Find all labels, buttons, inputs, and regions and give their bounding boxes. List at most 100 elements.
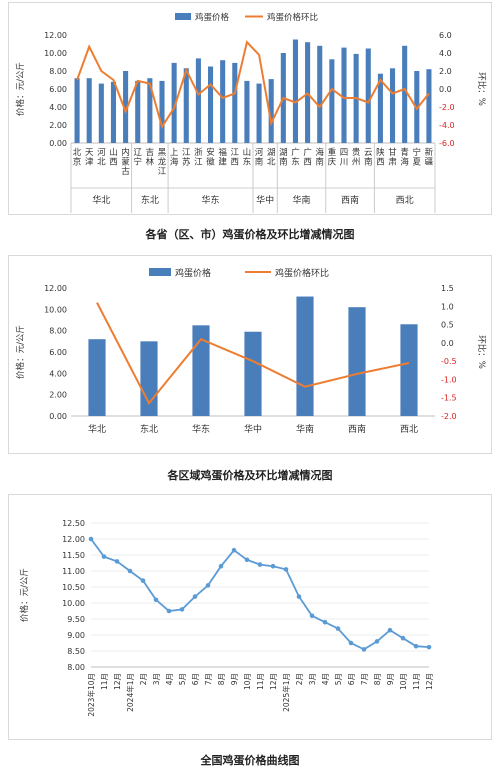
y-axis-title: 价格：元/公斤 bbox=[15, 62, 26, 116]
bar-新疆 bbox=[426, 69, 432, 143]
x-tick-label: 2023年10月 bbox=[86, 673, 96, 717]
bar-浙江 bbox=[195, 58, 201, 143]
x-tick-label: 12月 bbox=[113, 673, 122, 690]
province-chart-caption: 各省（区、市）鸡蛋价格及环比增减情况图 bbox=[145, 228, 355, 241]
price-point bbox=[335, 626, 341, 631]
x-tick-label: 11月 bbox=[100, 673, 109, 690]
bar-天津 bbox=[86, 78, 92, 143]
bar-华北 bbox=[88, 339, 106, 416]
category-label: 广东 bbox=[291, 147, 300, 168]
price-point bbox=[88, 536, 94, 542]
price-point bbox=[218, 563, 224, 569]
category-label: 福建 bbox=[218, 147, 227, 168]
x-tick-label: 3月 bbox=[308, 673, 317, 685]
category-label: 陕西 bbox=[376, 147, 385, 168]
x-tick-label: 6月 bbox=[347, 673, 356, 685]
bar-安徽 bbox=[207, 66, 214, 143]
x-tick-label: 7月 bbox=[360, 673, 369, 685]
y-tick-label: 9.50 bbox=[67, 615, 85, 624]
group-label: 华东 bbox=[202, 194, 220, 206]
y-tick-label: 2.00 bbox=[49, 391, 67, 400]
price-point bbox=[205, 583, 211, 588]
category-label: 四川 bbox=[340, 148, 349, 168]
bar-上海 bbox=[171, 62, 177, 143]
category-label: 重庆 bbox=[328, 147, 337, 168]
y2-tick-label: 1.0 bbox=[441, 302, 454, 311]
price-point bbox=[101, 554, 107, 559]
x-tick-label: 2月 bbox=[139, 673, 148, 685]
category-label: 山东 bbox=[243, 147, 252, 168]
bar-云南 bbox=[365, 48, 371, 143]
price-point bbox=[153, 597, 159, 603]
category-label: 华东 bbox=[192, 423, 210, 435]
price-point bbox=[400, 635, 406, 641]
y2-axis-title: 环比：% bbox=[476, 72, 487, 106]
y-tick-label: 8.00 bbox=[67, 663, 85, 672]
y-tick-label: 6.00 bbox=[49, 85, 67, 94]
bar-吉林 bbox=[147, 78, 153, 143]
x-tick-label: 8月 bbox=[373, 673, 382, 685]
category-label: 北京 bbox=[73, 148, 82, 168]
x-tick-label: 11月 bbox=[412, 673, 421, 690]
x-tick-label: 10月 bbox=[243, 673, 252, 690]
bar-黑龙江 bbox=[159, 80, 165, 143]
price-point bbox=[283, 567, 289, 572]
y-tick-label: 10.00 bbox=[44, 305, 67, 314]
national-chart-panel: 8.00 8.50 9.00 9.50 10.00 10.50 11.00 11.50 12.0… bbox=[8, 494, 492, 740]
category-label: 青海 bbox=[400, 147, 409, 168]
bar-河南 bbox=[256, 83, 262, 143]
region-chart-caption: 各区域鸡蛋价格及环比增减情况图 bbox=[167, 469, 333, 482]
price-line bbox=[90, 538, 430, 651]
bar-华中 bbox=[244, 331, 262, 416]
y2-tick-label: 2.0 bbox=[439, 67, 452, 76]
category-label: 河北 bbox=[97, 147, 106, 168]
x-tick-label: 9月 bbox=[386, 673, 395, 685]
price-point bbox=[231, 547, 237, 553]
bar-河北 bbox=[98, 83, 104, 143]
category-label: 广西 bbox=[303, 147, 312, 168]
price-point bbox=[309, 613, 315, 619]
price-point bbox=[140, 578, 146, 583]
bar-青海 bbox=[402, 45, 408, 143]
category-label: 内蒙古 bbox=[121, 147, 130, 177]
category-label: 浙江 bbox=[194, 147, 203, 168]
bar-江西 bbox=[232, 62, 238, 143]
x-tick-label: 11月 bbox=[256, 673, 265, 690]
y-tick-label: 10.00 bbox=[44, 49, 67, 58]
y2-tick-label: -6.0 bbox=[439, 139, 455, 148]
category-label: 新疆 bbox=[425, 147, 434, 168]
bar-江苏 bbox=[183, 68, 189, 143]
national-chart-caption: 全国鸡蛋价格曲线图 bbox=[200, 754, 300, 767]
y2-axis-title: 环比：% bbox=[476, 335, 487, 369]
bar-华南 bbox=[296, 296, 314, 416]
y-tick-label: 11.50 bbox=[62, 551, 85, 560]
y-tick-label: 8.00 bbox=[49, 327, 67, 336]
category-label: 东北 bbox=[140, 423, 158, 435]
group-label: 西南 bbox=[341, 194, 359, 206]
province-chart: 鸡蛋价格 鸡蛋价格环比 0.00 2.00 4.00 6.00 8.00 10.00 12.00… bbox=[15, 12, 487, 213]
bar-西北 bbox=[400, 324, 418, 416]
price-point bbox=[127, 568, 133, 574]
price-point bbox=[270, 563, 276, 569]
bar-陕西 bbox=[377, 73, 383, 143]
price-point bbox=[374, 639, 380, 644]
y2-tick-label: -4.0 bbox=[439, 121, 455, 130]
x-tick-label: 2024年1月 bbox=[125, 673, 135, 712]
bar-东北 bbox=[140, 341, 158, 416]
group-label: 华中 bbox=[256, 194, 274, 206]
price-point bbox=[257, 562, 263, 567]
bar-北京 bbox=[74, 78, 80, 143]
y-tick-label: 0.00 bbox=[49, 412, 67, 421]
category-label: 海南 bbox=[315, 147, 324, 168]
legend-bar-swatch bbox=[149, 268, 171, 276]
province-chart-panel: 鸡蛋价格 鸡蛋价格环比 0.00 2.00 4.00 6.00 8.00 10.00 12.00… bbox=[8, 2, 492, 215]
group-label: 东北 bbox=[141, 194, 159, 206]
y-tick-label: 10.00 bbox=[62, 599, 85, 608]
bar-山西 bbox=[110, 81, 117, 143]
x-tick-label: 7月 bbox=[204, 673, 213, 685]
x-tick-label: 4月 bbox=[321, 673, 330, 685]
x-tick-label: 3月 bbox=[152, 673, 161, 685]
price-point bbox=[166, 608, 172, 614]
bar-广东 bbox=[292, 39, 299, 143]
y-tick-label: 0.00 bbox=[49, 139, 67, 148]
